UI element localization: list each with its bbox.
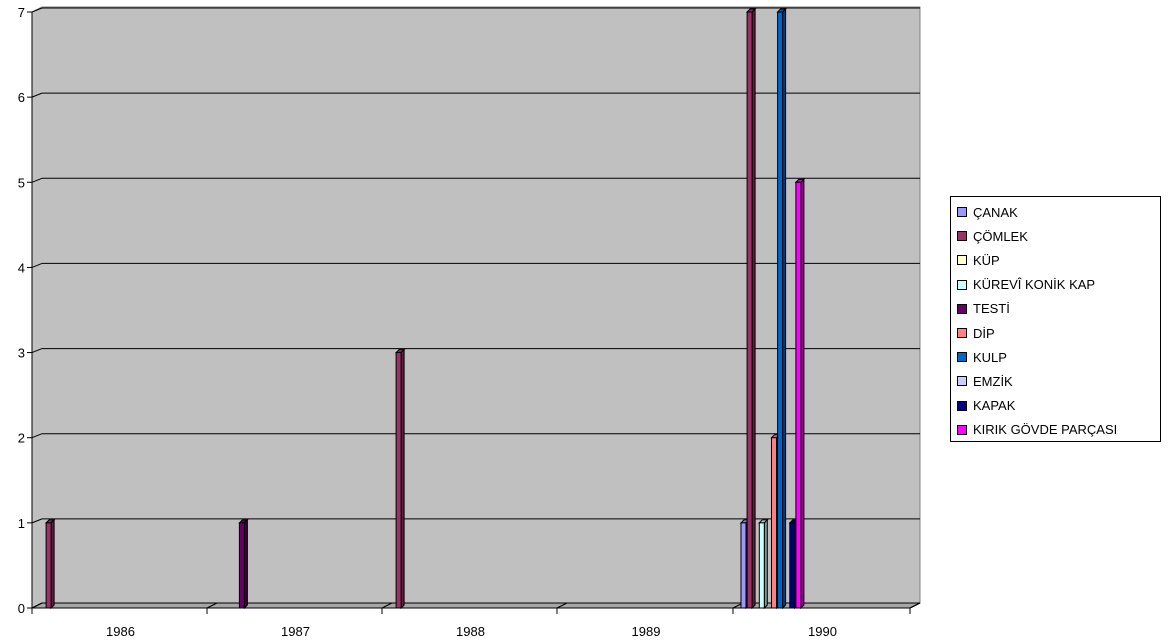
legend-label: EMZİK xyxy=(973,373,1013,389)
gridline-depth xyxy=(31,92,43,98)
x-tick-label: 1989 xyxy=(632,624,661,639)
bar xyxy=(758,518,769,610)
bar xyxy=(745,7,757,610)
y-tick-label: 4 xyxy=(18,260,25,275)
gridline-depth xyxy=(31,7,43,13)
legend-label: KULP xyxy=(973,349,1007,365)
y-tick-label: 0 xyxy=(18,601,25,616)
legend-item: KULP xyxy=(957,345,1160,369)
legend-label: KÜP xyxy=(973,252,1000,268)
bar xyxy=(794,178,806,610)
bar xyxy=(44,518,56,610)
y-axis-ticks: 0 1 2 3 4 5 6 7 xyxy=(18,5,32,616)
legend-swatch xyxy=(957,255,967,266)
floor-divider xyxy=(381,602,393,609)
bar xyxy=(394,348,406,610)
legend-item: KÜP xyxy=(957,248,1160,272)
legend-item: KIRIK GÖVDE PARÇASI xyxy=(957,418,1160,442)
legend-swatch xyxy=(957,207,967,218)
legend-label: TESTİ xyxy=(973,301,1010,317)
plot-area xyxy=(31,6,921,609)
bar xyxy=(776,7,787,610)
legend: ÇANAK ÇÖMLEK KÜP KÜREVÎ KONİK KAP TESTİ DİP KU… xyxy=(950,196,1161,442)
floor-divider xyxy=(556,602,568,609)
x-axis-ticks: 1986 1987 1988 1989 1990 xyxy=(31,608,911,639)
bar xyxy=(238,518,249,610)
y-tick-label: 6 xyxy=(18,90,25,105)
plot-background xyxy=(31,6,921,609)
y-tick-label: 3 xyxy=(18,346,25,361)
legend-swatch xyxy=(957,279,967,290)
gridlines xyxy=(31,7,921,609)
legend-item: EMZİK xyxy=(957,369,1160,393)
y-tick-label: 1 xyxy=(18,516,25,531)
legend-label: DİP xyxy=(973,325,995,341)
y-tick-label: 7 xyxy=(18,5,25,20)
legend-label: KIRIK GÖVDE PARÇASI xyxy=(973,422,1118,438)
y-tick-label: 2 xyxy=(18,431,25,446)
legend-swatch xyxy=(957,424,967,435)
legend-item: KÜREVÎ KONİK KAP xyxy=(957,273,1160,297)
legend-item: KAPAK xyxy=(957,394,1160,418)
x-tick-label: 1988 xyxy=(456,624,485,639)
legend-label: ÇANAK xyxy=(973,204,1018,220)
axes xyxy=(31,12,910,609)
legend-swatch xyxy=(957,328,967,339)
legend-item: ÇÖMLEK xyxy=(957,224,1160,248)
legend-label: ÇÖMLEK xyxy=(973,228,1028,244)
gridline-depth xyxy=(31,348,43,354)
floor-divider xyxy=(206,602,218,609)
legend-item: TESTİ xyxy=(957,297,1160,321)
plot-floor xyxy=(31,602,921,609)
gridline-depth xyxy=(31,518,43,524)
legend-swatch xyxy=(957,352,967,363)
gridline-depth xyxy=(31,262,43,268)
x-tick-label: 1986 xyxy=(106,624,135,639)
legend-swatch xyxy=(957,400,967,411)
x-tick-label: 1990 xyxy=(808,624,837,639)
floor-divider xyxy=(31,602,43,609)
legend-item: ÇANAK xyxy=(957,200,1160,224)
y-tick-label: 5 xyxy=(18,175,25,190)
legend-swatch xyxy=(957,303,967,314)
bars xyxy=(44,7,806,610)
legend-label: KÜREVÎ KONİK KAP xyxy=(973,277,1096,293)
legend-swatch xyxy=(957,376,967,387)
gridline-depth xyxy=(31,433,43,439)
legend-item: DİP xyxy=(957,321,1160,345)
legend-swatch xyxy=(957,231,967,242)
floor-divider xyxy=(909,602,921,609)
legend-label: KAPAK xyxy=(973,398,1016,414)
gridline-depth xyxy=(31,177,43,183)
x-tick-label: 1987 xyxy=(281,624,310,639)
